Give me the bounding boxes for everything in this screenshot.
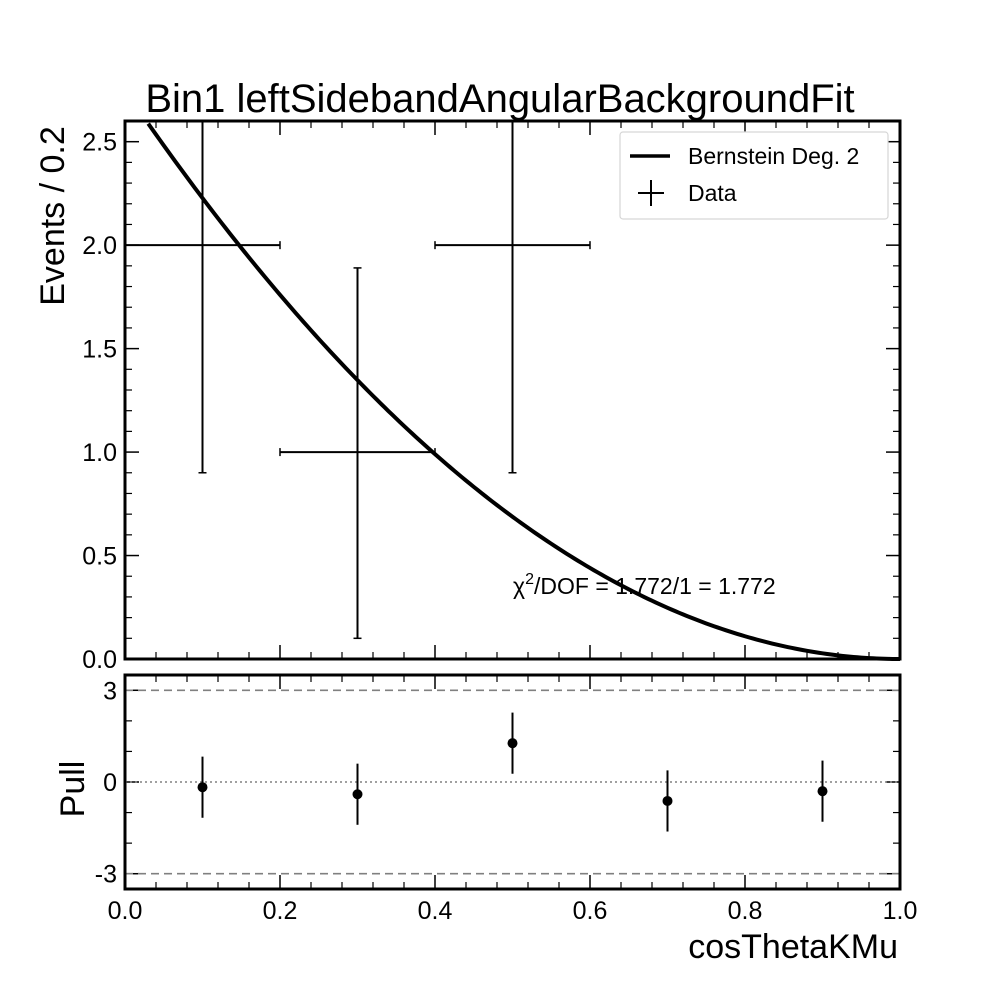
bottom-xtick-label: 0.8 bbox=[728, 897, 763, 925]
bottom-ylabel: Pull bbox=[54, 761, 92, 818]
top-ytick-label: 2.0 bbox=[82, 232, 117, 260]
chart-title: Bin1 leftSidebandAngularBackgroundFit bbox=[145, 77, 854, 121]
bottom-xtick-label: 1.0 bbox=[883, 897, 918, 925]
pull-point bbox=[507, 738, 518, 749]
top-plot-frame bbox=[123, 119, 902, 661]
bottom-xtick-label: 0.0 bbox=[108, 897, 143, 925]
pull-point bbox=[662, 795, 673, 806]
bottom-ytick-label: 0 bbox=[103, 769, 117, 797]
top-ytick-label: 1.0 bbox=[82, 439, 117, 467]
pull-points-group bbox=[197, 712, 828, 832]
top-ytick-label: 0.0 bbox=[82, 646, 117, 674]
x-axis-label: cosThetaKMu bbox=[688, 928, 898, 966]
legend: Bernstein Deg. 2 Data bbox=[619, 131, 889, 220]
top-ytick-label: 0.5 bbox=[82, 543, 117, 571]
pull-point bbox=[352, 789, 363, 800]
fit-curve bbox=[146, 122, 901, 661]
bottom-ytick-label: 3 bbox=[103, 677, 117, 705]
bottom-xtick-label: 0.4 bbox=[418, 897, 453, 925]
chi2-annotation: χ2/DOF = 1.772/1 = 1.772 bbox=[513, 571, 776, 599]
data-points-group bbox=[124, 121, 591, 640]
legend-entry-data: Data bbox=[688, 180, 737, 206]
top-ytick-label: 2.5 bbox=[82, 129, 117, 157]
bottom-xtick-label: 0.6 bbox=[573, 897, 608, 925]
pull-point bbox=[197, 782, 208, 793]
pull-point bbox=[817, 786, 828, 797]
top-ytick-label: 1.5 bbox=[82, 336, 117, 364]
top-ylabel: Events / 0.2 bbox=[34, 126, 72, 306]
reference-lines bbox=[125, 689, 900, 875]
legend-entry-fit: Bernstein Deg. 2 bbox=[688, 143, 859, 169]
bottom-ytick-label: -3 bbox=[95, 861, 117, 889]
legend-box bbox=[619, 131, 889, 220]
fit-curve-group bbox=[146, 122, 901, 661]
bottom-plot-frame bbox=[123, 673, 902, 891]
bottom-xtick-label: 0.2 bbox=[263, 897, 298, 925]
